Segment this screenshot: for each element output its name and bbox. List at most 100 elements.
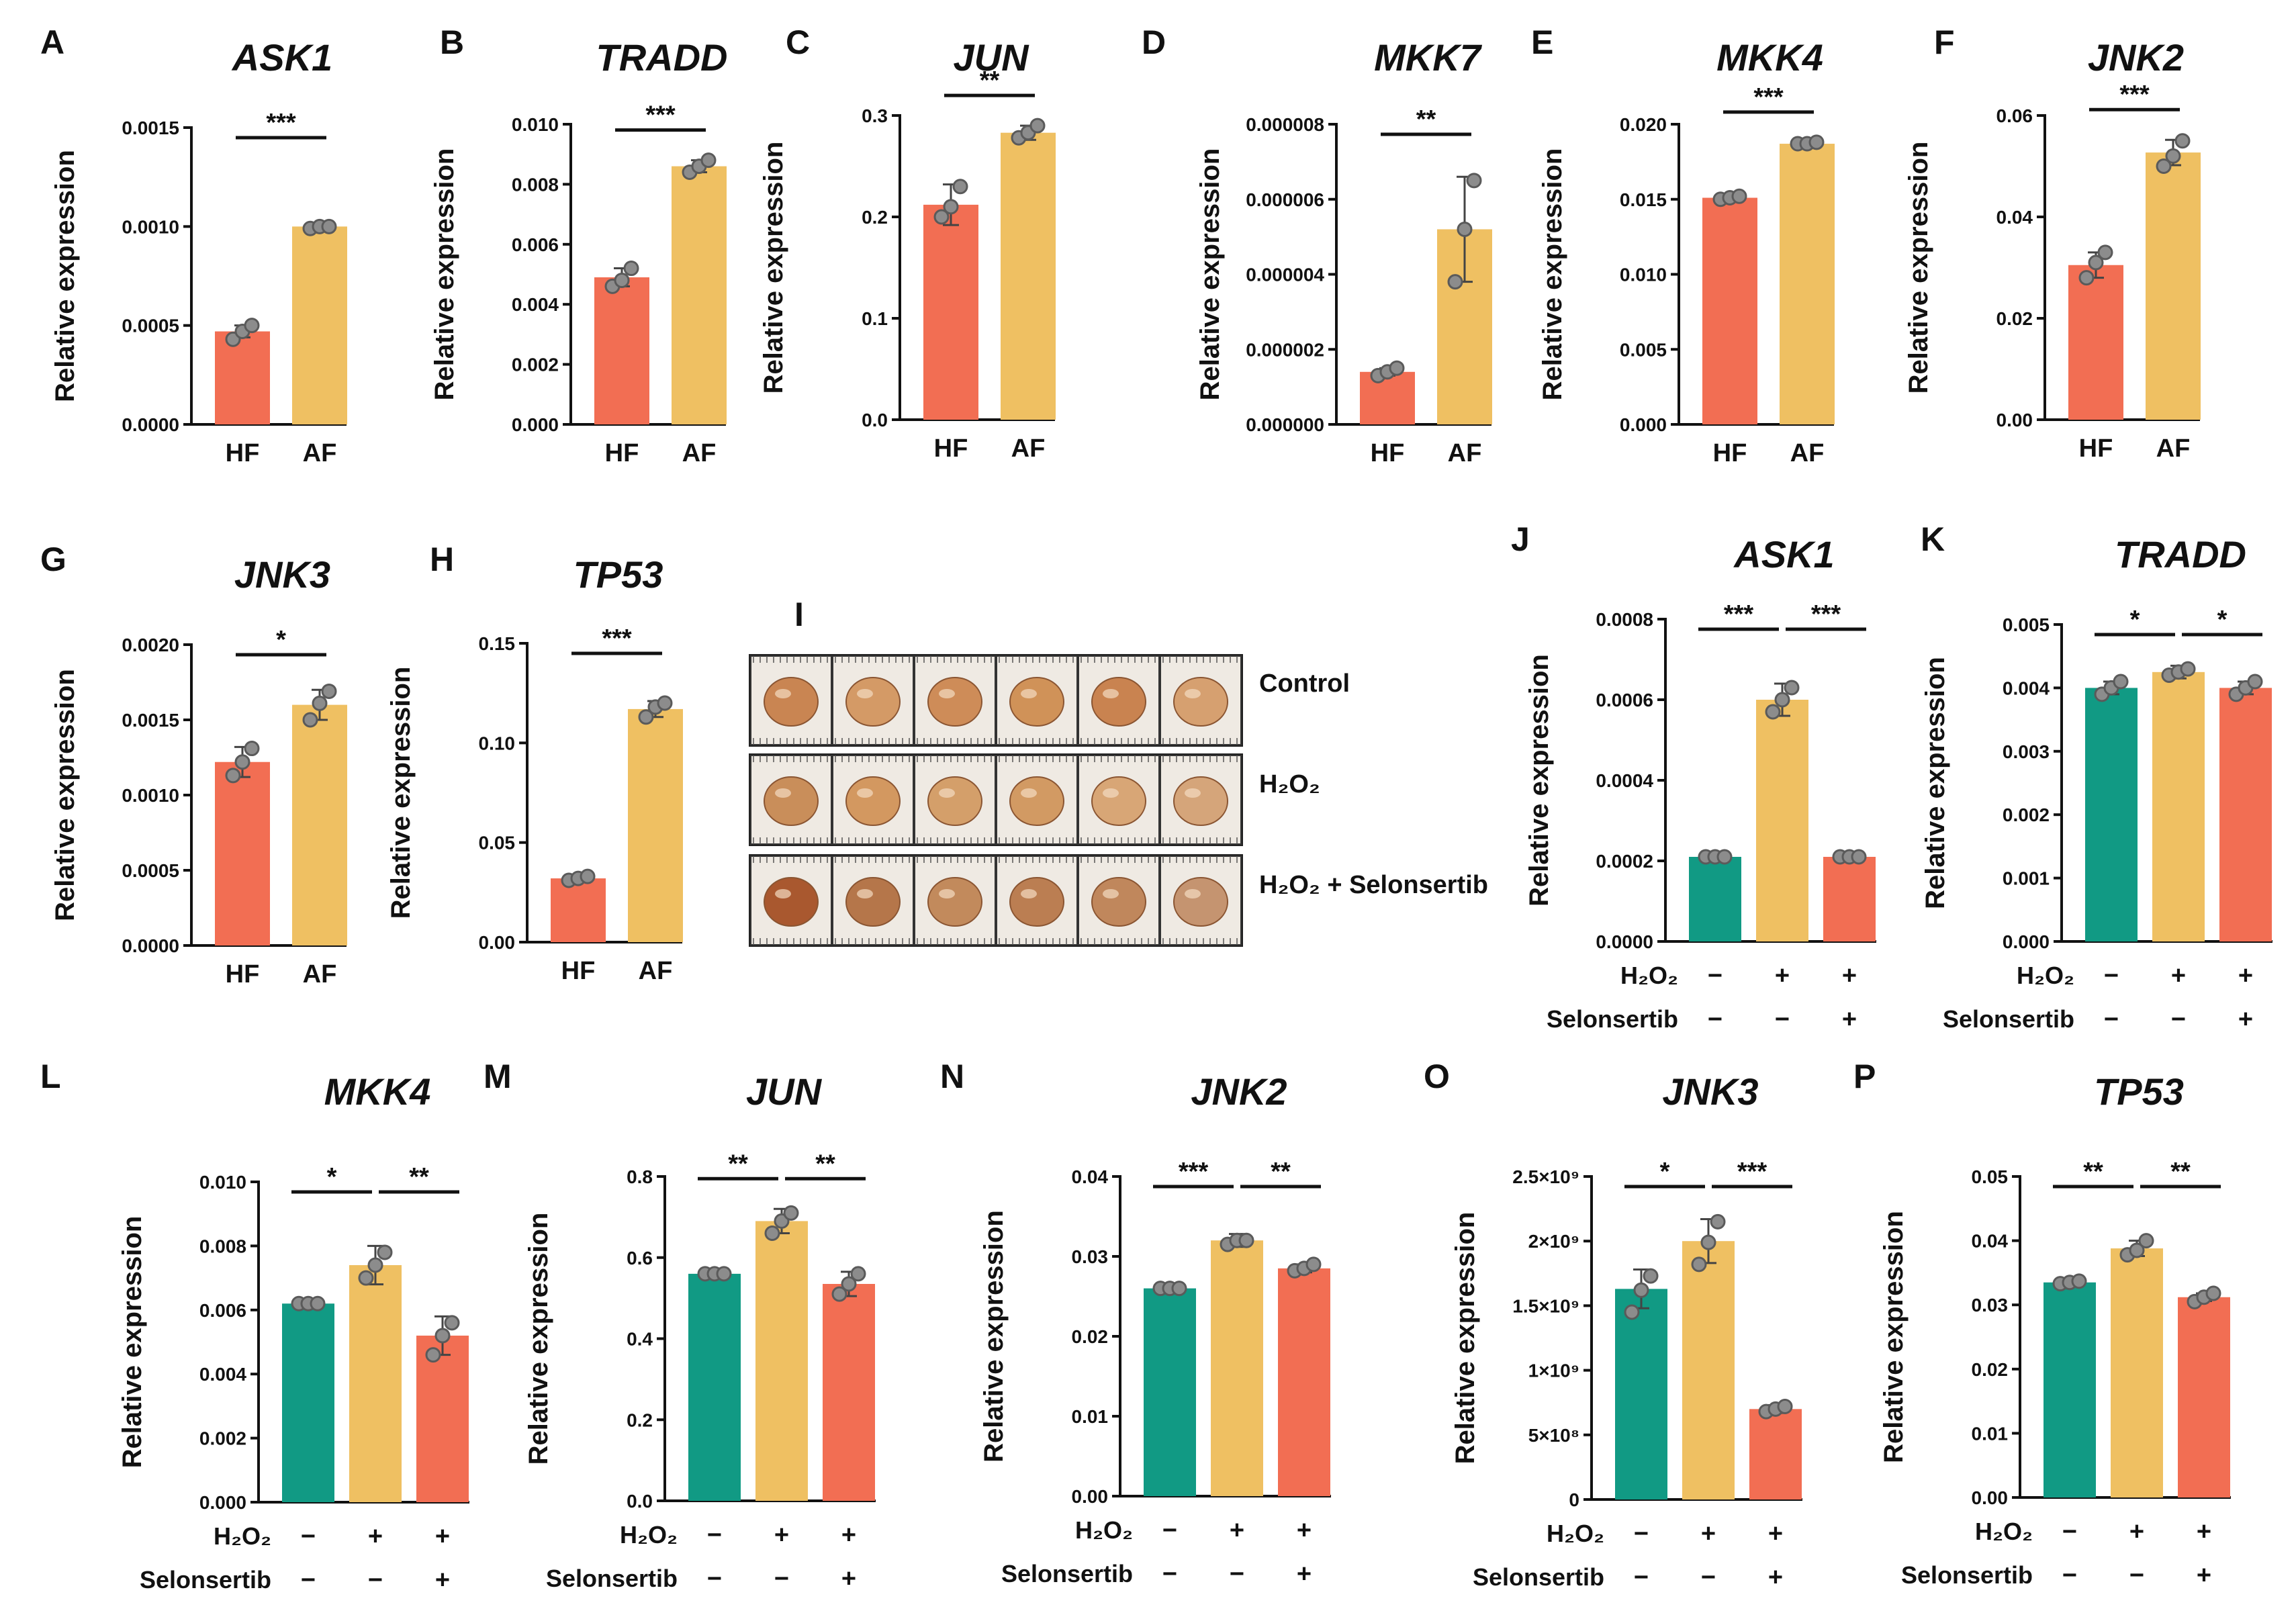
y-tick-label-c: 0.2: [862, 207, 888, 228]
y-tick-label-f: 0.06: [1996, 105, 2033, 126]
follicle-highlight: [775, 689, 791, 698]
significance-label-d: **: [1416, 105, 1436, 134]
data-point-d: [1457, 221, 1473, 237]
data-point-k: [2247, 674, 2263, 690]
bar-f-0: [2068, 265, 2123, 420]
row-label-h2o2-o: H₂O₂: [1547, 1520, 1604, 1547]
y-tick-label-d: 0.000004: [1246, 265, 1324, 285]
chart-title-h: TP53: [573, 553, 663, 596]
bar-g-0: [215, 761, 270, 945]
y-tick-label-a: 0.0005: [122, 316, 179, 336]
selonsertib-sign-k-0: −: [2104, 1005, 2119, 1033]
h2o2-sign-j-0: −: [1708, 962, 1723, 990]
data-point-g: [302, 712, 318, 728]
chart-title-l: MKK4: [324, 1070, 431, 1113]
selonsertib-sign-o-1: −: [1701, 1563, 1716, 1591]
y-tick-label-m: 0.6: [627, 1248, 653, 1268]
chart-title-d: MKK7: [1374, 36, 1483, 79]
bar-k-2: [2219, 688, 2272, 941]
y-tick-label-b: 0.004: [512, 294, 559, 315]
h2o2-sign-l-1: +: [368, 1522, 383, 1551]
data-point-k: [2113, 674, 2129, 690]
bar-o-0: [1615, 1289, 1667, 1499]
panel-k: K TRADD Relative expression 0.000 0.001 0.002…: [1921, 520, 2272, 1033]
y-tick-label-n: 0.01: [1072, 1406, 1109, 1427]
y-tick-label-e: 0.010: [1620, 265, 1667, 285]
significance-label-k: *: [2217, 606, 2228, 634]
panel-a: A ASK1 Relative expression 0.0000 0.0005 0.00…: [40, 24, 347, 467]
x-tick-label-d-0: HF: [1371, 439, 1405, 467]
selonsertib-sign-l-1: −: [368, 1566, 383, 1594]
y-tick-label-k: 0.001: [2003, 868, 2050, 889]
row-label-h2o2-m: H₂O₂: [620, 1521, 678, 1549]
y-tick-label-k: 0.005: [2003, 614, 2050, 635]
data-point-o: [1624, 1304, 1640, 1320]
y-tick-label-e: 0.015: [1620, 189, 1667, 210]
data-point-j: [1716, 849, 1733, 865]
bar-p-0: [2044, 1282, 2096, 1497]
row-label-h2o2-k: H₂O₂: [2017, 962, 2074, 989]
y-tick-label-m: 0.8: [627, 1166, 653, 1187]
y-axis-label-l: Relative expression: [118, 1216, 147, 1469]
bar-l-2: [416, 1335, 469, 1502]
follicle-image: [927, 776, 982, 826]
row-label-selonsertib-n: Selonsertib: [1001, 1560, 1133, 1587]
selonsertib-sign-j-0: −: [1708, 1005, 1723, 1033]
y-tick-label-l: 0.000: [199, 1492, 246, 1513]
row-label-selonsertib-m: Selonsertib: [546, 1565, 678, 1592]
y-tick-label-e: 0.005: [1620, 339, 1667, 360]
bar-c-1: [1001, 132, 1056, 420]
panel-label-m: M: [484, 1058, 512, 1095]
bar-j-1: [1756, 700, 1808, 941]
panel-b: B TRADD Relative expression 0.000 0.002 0.004…: [430, 24, 727, 467]
significance-label-o: *: [1660, 1158, 1670, 1186]
row-label-h2o2-n: H₂O₂: [1075, 1516, 1133, 1544]
bar-k-0: [2085, 688, 2138, 941]
follicle-image: [764, 776, 819, 826]
follicle-image: [1091, 776, 1146, 826]
panel-label-h: H: [430, 541, 454, 578]
follicle-highlight: [939, 788, 955, 798]
h2o2-sign-k-0: −: [2104, 962, 2119, 990]
y-tick-label-e: 0.000: [1620, 414, 1667, 435]
x-tick-label-b-1: AF: [682, 439, 717, 467]
follicle-image: [845, 677, 901, 727]
x-tick-label-c-0: HF: [934, 434, 968, 463]
panel-label-I: I: [794, 596, 804, 633]
y-axis-label-n: Relative expression: [979, 1210, 1009, 1463]
follicle-image: [1173, 877, 1228, 927]
data-point-j: [1851, 849, 1867, 865]
selonsertib-sign-p-1: −: [2129, 1561, 2144, 1589]
x-tick-label-h-1: AF: [639, 957, 673, 985]
follicle-highlight: [775, 788, 791, 798]
bar-e-1: [1780, 144, 1835, 424]
bar-a-0: [215, 331, 270, 424]
y-tick-label-l: 0.006: [199, 1300, 246, 1321]
follicle-image: [1009, 877, 1064, 927]
data-point-f: [2174, 133, 2191, 149]
selonsertib-sign-j-2: +: [1842, 1005, 1857, 1033]
row-label-selonsertib-l: Selonsertib: [140, 1566, 271, 1593]
significance-label-l: *: [327, 1163, 337, 1191]
data-point-l: [425, 1347, 441, 1363]
significance-label-m: **: [815, 1150, 835, 1178]
y-tick-label-j: 0.0004: [1596, 770, 1653, 791]
significance-label-k: *: [2130, 606, 2140, 634]
y-tick-label-b: 0.002: [512, 355, 559, 375]
y-axis-label-h: Relative expression: [386, 667, 416, 919]
y-tick-label-b: 0.008: [512, 174, 559, 195]
follicle-image: [1009, 677, 1064, 727]
panel-label-o: O: [1424, 1058, 1450, 1095]
y-tick-label-k: 0.003: [2003, 741, 2050, 762]
y-tick-label-j: 0.0002: [1596, 851, 1653, 872]
y-tick-label-h: 0.00: [479, 932, 516, 953]
y-tick-label-a: 0.0015: [122, 118, 179, 138]
y-tick-label-k: 0.004: [2003, 678, 2050, 698]
panel-label-e: E: [1531, 24, 1553, 61]
significance-label-m: **: [728, 1150, 748, 1178]
panel-o: O JNK3 Relative expression 0 5×10⁸ 1×10⁹ 1.5×1…: [1424, 1058, 1802, 1591]
y-tick-label-m: 0.2: [627, 1410, 653, 1430]
data-point-m: [850, 1266, 866, 1282]
bar-o-2: [1749, 1409, 1802, 1499]
